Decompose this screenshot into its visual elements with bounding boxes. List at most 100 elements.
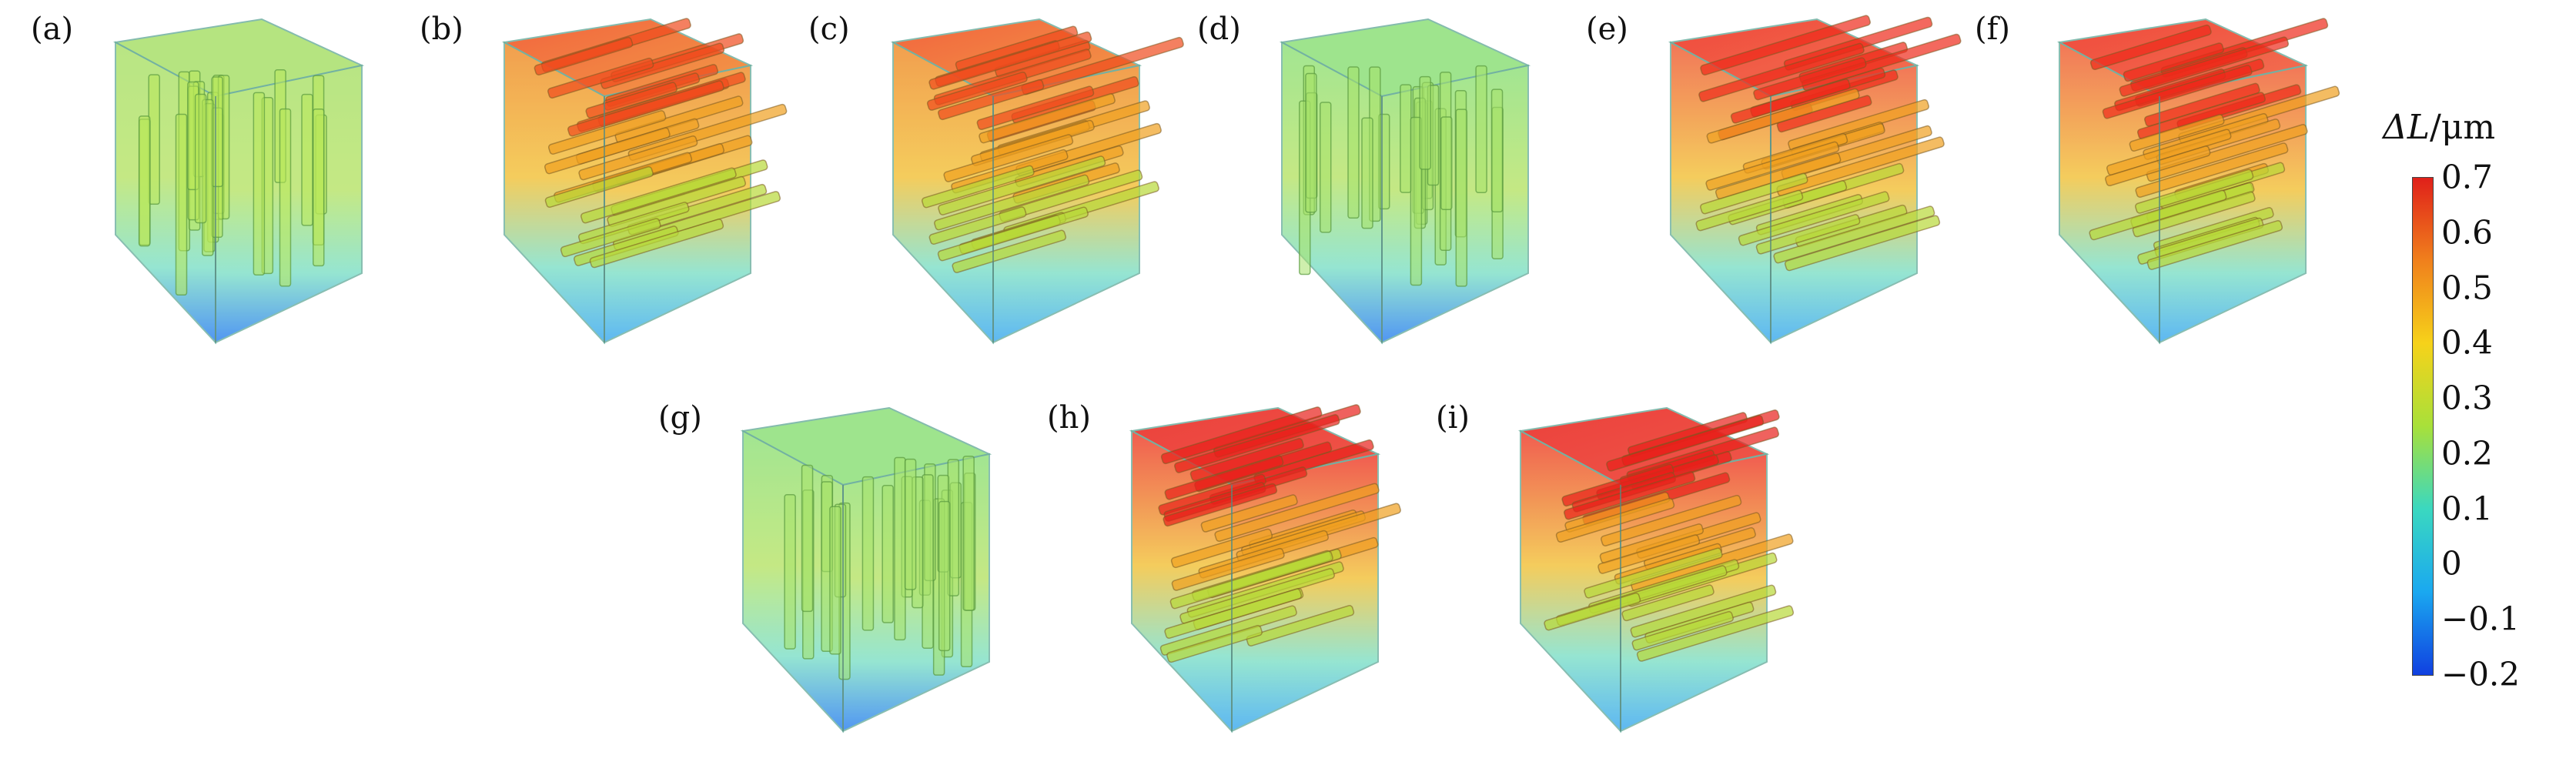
panel-label: (b)	[420, 12, 463, 47]
rod	[2123, 42, 2224, 82]
rod	[1419, 75, 1431, 170]
rod	[589, 219, 724, 269]
rod	[544, 165, 654, 209]
rod	[861, 476, 875, 631]
rod	[1455, 109, 1468, 287]
rod	[829, 506, 841, 655]
panel-i: (i)	[1436, 400, 1795, 754]
rod	[801, 464, 814, 613]
rod	[1564, 471, 1696, 520]
rod	[962, 456, 975, 611]
rod	[2135, 169, 2254, 214]
rod	[1753, 57, 1867, 101]
embedded-rods	[1158, 404, 1401, 663]
rod	[1584, 547, 1723, 599]
colorbar-tick-label: 0.7	[2441, 158, 2493, 196]
rod	[1597, 534, 1701, 574]
panel-d: (d)	[1197, 12, 1536, 366]
panel-label: (h)	[1047, 400, 1091, 436]
rod	[600, 42, 725, 89]
rod	[928, 206, 1027, 245]
rod	[1246, 605, 1355, 646]
embedded-rods	[784, 456, 976, 680]
cube-left-face	[1520, 429, 1621, 733]
panel-f: (f)	[1975, 12, 2340, 366]
rod	[534, 36, 634, 76]
rod	[1400, 84, 1412, 193]
rod	[560, 218, 661, 258]
rod	[1410, 116, 1423, 286]
rod	[547, 110, 667, 155]
rod	[1347, 66, 1360, 219]
rod	[194, 93, 207, 224]
rod	[1214, 483, 1380, 543]
rod	[578, 135, 698, 181]
cube-diagram	[2056, 18, 2340, 345]
rod	[784, 494, 796, 650]
panel-e: (e)	[1586, 12, 1962, 366]
cube-diagram	[1279, 18, 1531, 345]
rod	[1738, 191, 1890, 246]
rod	[1730, 79, 1851, 124]
rod	[882, 485, 894, 623]
rod	[1166, 625, 1263, 663]
rod	[1706, 88, 1860, 144]
cube-diagram	[501, 18, 788, 345]
panel-b: (b)	[420, 12, 788, 366]
cube-diagram	[1129, 404, 1401, 733]
rod	[1601, 494, 1742, 546]
rod	[921, 165, 1035, 209]
rod	[279, 108, 292, 287]
colorbar-tick-label: 0	[2441, 544, 2462, 583]
colorbar-gradient	[2412, 177, 2434, 676]
rod	[301, 93, 313, 226]
rod	[938, 155, 1106, 215]
rod	[1621, 584, 1715, 622]
rod	[1698, 42, 1865, 102]
rod	[253, 92, 266, 276]
embedded-rods	[1695, 15, 1962, 272]
colorbar-tick-label: −0.2	[2441, 655, 2520, 693]
rod	[1695, 189, 1804, 232]
rod	[976, 85, 1095, 131]
rod	[904, 458, 917, 590]
colorbar-tick-label: 0.4	[2441, 323, 2493, 362]
colorbar-tick-label: 0.3	[2441, 379, 2493, 417]
cube-diagram	[112, 18, 365, 345]
rod	[943, 134, 1074, 182]
rod	[1361, 117, 1373, 229]
embedded-rods	[2089, 18, 2340, 270]
rod	[1200, 494, 1298, 533]
rod	[567, 80, 724, 137]
panel-a: (a)	[31, 12, 370, 366]
cube-diagram	[740, 406, 992, 733]
rod	[1305, 72, 1317, 213]
rod	[1755, 214, 1861, 255]
rod	[175, 113, 188, 296]
panel-label: (a)	[31, 12, 74, 47]
panel-label: (f)	[1975, 12, 2011, 47]
rod	[1636, 605, 1795, 662]
embedded-rods	[1299, 65, 1504, 287]
rod	[979, 93, 1116, 144]
rod	[1164, 455, 1284, 500]
colorbar-title: ΔL/μm	[2383, 108, 2496, 147]
rod	[1169, 550, 1333, 610]
rod	[894, 456, 906, 641]
rod	[1606, 415, 1765, 472]
rod	[2089, 24, 2212, 71]
rod	[1700, 15, 1871, 76]
rod	[1174, 414, 1340, 473]
rod	[1784, 215, 1941, 272]
rod	[544, 127, 671, 175]
rod	[922, 474, 934, 650]
embedded-rods	[921, 25, 1184, 273]
cube-diagram	[1517, 406, 1795, 733]
colorbar-tick-label: −0.1	[2441, 600, 2520, 638]
panel-label: (i)	[1436, 400, 1470, 436]
rod	[1475, 65, 1487, 193]
rod	[313, 108, 325, 267]
panel-c: (c)	[808, 12, 1184, 366]
rod	[138, 115, 151, 247]
rod	[926, 71, 1028, 111]
